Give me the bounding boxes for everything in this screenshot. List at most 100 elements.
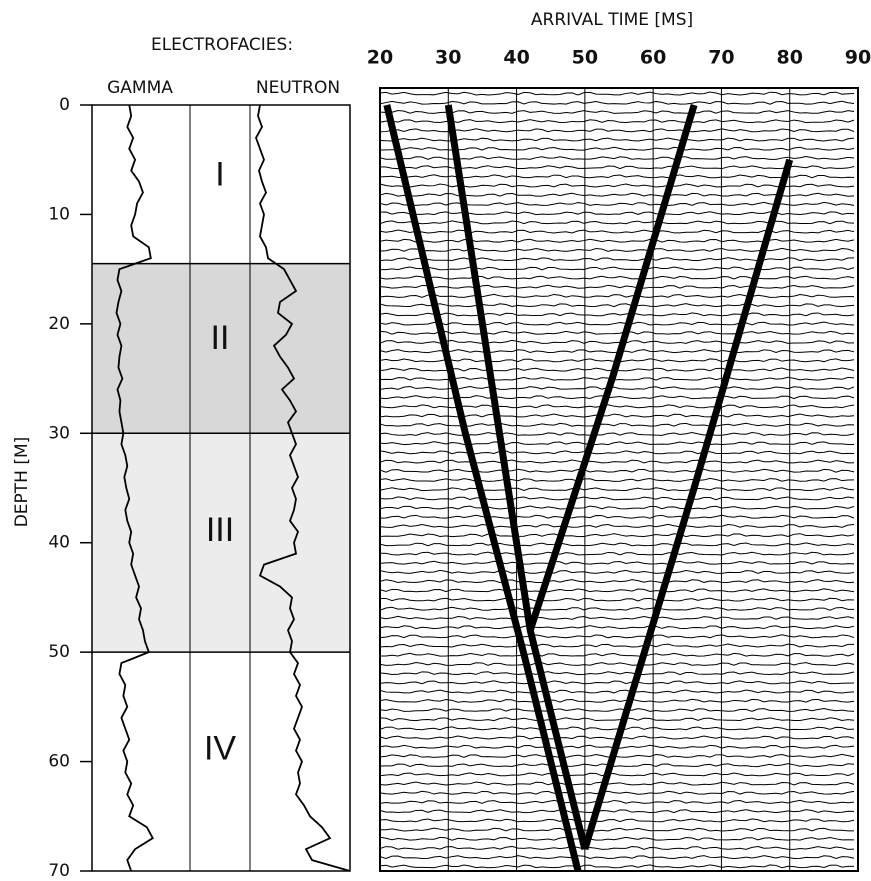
log-title: ELECTROFACIES: (151, 35, 293, 55)
trace-wiggle (379, 809, 855, 814)
trace-wiggle (379, 753, 855, 758)
trace-wiggle (379, 100, 855, 105)
log-frame (91, 104, 351, 872)
trace-wiggle (379, 790, 855, 795)
trace-wiggle (379, 514, 855, 519)
trace-wiggle (379, 330, 855, 335)
trace-wiggle (379, 625, 855, 630)
trace-wiggle (379, 321, 855, 326)
trace-wiggle (379, 496, 855, 501)
trace-wiggle (379, 229, 855, 234)
x-tick-label: 80 (776, 47, 802, 69)
y-tick-label: 50 (48, 642, 70, 662)
arrival-event (581, 158, 794, 851)
trace-wiggle (379, 91, 855, 96)
trace-wiggle (379, 781, 855, 786)
trace-wiggle (379, 643, 855, 648)
trace-wiggle (379, 413, 855, 418)
trace-wiggle (379, 661, 855, 666)
trace-wiggle (379, 404, 855, 409)
trace-wiggle (379, 772, 855, 777)
trace-wiggle (379, 717, 855, 722)
trace-wiggle (379, 606, 855, 611)
trace-wiggle (379, 523, 855, 528)
trace-wiggle (379, 477, 855, 482)
trace-wiggle (379, 505, 855, 510)
y-tick-label: 0 (59, 95, 70, 115)
trace-wiggle (379, 432, 855, 436)
x-tick-label: 20 (367, 47, 393, 69)
log-label: NEUTRON (256, 78, 340, 98)
trace-wiggle (379, 689, 855, 694)
trace-wiggle (379, 551, 855, 556)
y-tick-label: 60 (48, 752, 70, 772)
trace-wiggle (379, 312, 855, 317)
facies-band (92, 433, 350, 653)
trace-wiggle (379, 597, 855, 602)
trace-wiggle (379, 201, 855, 206)
log-curve (115, 104, 154, 872)
trace-wiggle (379, 827, 855, 832)
arrival-event (526, 103, 698, 632)
trace-wiggle (379, 293, 855, 298)
trace-wiggle (379, 137, 855, 142)
x-tick-label: 50 (572, 47, 598, 69)
facies-label: III (206, 511, 234, 549)
trace-wiggle (379, 459, 855, 464)
facies-label: IV (204, 730, 236, 768)
trace-wiggle (379, 257, 855, 262)
arrival-event (444, 104, 589, 850)
facies-label: I (215, 155, 224, 193)
trace-wiggle (379, 385, 855, 390)
trace-wiggle (379, 763, 855, 768)
trace-wiggle (379, 588, 855, 593)
trace-wiggle (379, 634, 855, 639)
trace-wiggle (379, 275, 855, 280)
y-tick-label: 30 (48, 423, 70, 443)
trace-wiggle (379, 110, 855, 114)
trace-wiggle (379, 542, 855, 547)
trace-wiggle (379, 303, 855, 308)
y-tick-label: 20 (48, 314, 70, 334)
y-tick-label: 40 (48, 533, 70, 553)
trace-wiggle (379, 211, 855, 216)
y-tick-label: 70 (48, 861, 70, 881)
trace-wiggle (379, 247, 855, 252)
log-curve (255, 104, 351, 872)
trace-wiggle (379, 165, 855, 170)
trace-wiggle (379, 836, 855, 841)
trace-wiggle (379, 726, 855, 731)
trace-wiggle (379, 652, 855, 657)
trace-wiggle (379, 855, 855, 860)
trace-wiggle (379, 128, 855, 133)
arrival-event (383, 104, 582, 872)
trace-wiggle (379, 698, 855, 703)
trace-wiggle (379, 450, 855, 455)
trace-wiggle (379, 707, 855, 712)
trace-wiggle (379, 284, 855, 289)
trace-wiggle (379, 155, 855, 160)
trace-wiggle (379, 339, 855, 344)
trace-wiggle (379, 266, 855, 271)
x-tick-label: 30 (435, 47, 461, 69)
trace-wiggle (379, 146, 855, 151)
trace-wiggle (379, 799, 855, 804)
trace-wiggle (379, 560, 855, 565)
trace-wiggle (379, 845, 855, 850)
x-tick-label: 70 (708, 47, 734, 69)
y-axis-title: DEPTH [M] (12, 437, 32, 528)
y-tick-label: 10 (48, 204, 70, 224)
x-tick-label: 90 (845, 47, 871, 69)
trace-wiggle (379, 533, 855, 538)
x-tick-label: 60 (640, 47, 666, 69)
trace-wiggle (379, 864, 855, 869)
trace-wiggle (379, 579, 855, 584)
facies-label: II (211, 319, 230, 357)
trace-wiggle (379, 468, 855, 473)
trace-wiggle (379, 422, 855, 427)
trace-wiggle (379, 441, 855, 446)
trace-wiggle (379, 569, 855, 574)
facies-band (92, 652, 350, 871)
